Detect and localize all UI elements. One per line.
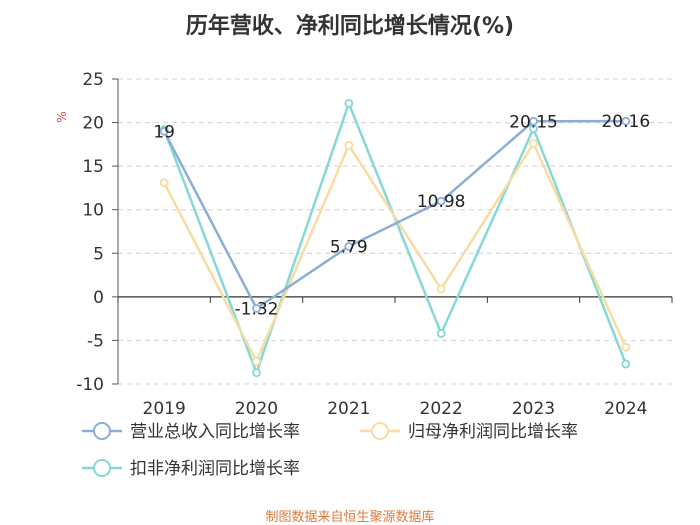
series-1-point bbox=[159, 126, 169, 136]
x-tick-label-2023: 2023 bbox=[512, 399, 555, 419]
legend-item-2: 归母净利润同比增长率 bbox=[360, 422, 578, 442]
y-tick-label: -5 bbox=[87, 331, 104, 351]
series-1-point bbox=[529, 116, 538, 126]
legend-item-3: 扣非净利润同比增长率 bbox=[82, 459, 300, 479]
series-3-point bbox=[344, 99, 354, 108]
series-1-point bbox=[621, 116, 631, 126]
series-2-point bbox=[344, 140, 354, 150]
series-2-point bbox=[621, 342, 631, 352]
x-tick-label-2024: 2024 bbox=[604, 399, 647, 419]
series-3-point bbox=[252, 368, 261, 378]
series-lines bbox=[159, 99, 631, 378]
data-label: -1.32 bbox=[235, 299, 279, 319]
data-label: 10.98 bbox=[417, 192, 466, 212]
series-line-2 bbox=[163, 142, 627, 363]
y-tick-label: 20 bbox=[82, 114, 104, 134]
y-tick-label: -10 bbox=[76, 375, 104, 395]
series-2-point bbox=[436, 284, 446, 294]
legend-marker bbox=[93, 422, 111, 440]
legend-marker bbox=[371, 422, 389, 440]
x-tick-label-2020: 2020 bbox=[235, 399, 278, 419]
y-axis-unit-label: % bbox=[55, 111, 69, 122]
y-tick-label: 10 bbox=[82, 201, 104, 221]
series-line-3 bbox=[162, 102, 627, 374]
legend-item-1: 营业总收入同比增长率 bbox=[82, 422, 300, 442]
y-tick-label: 0 bbox=[93, 288, 104, 308]
chart-title: 历年营收、净利同比增长情况(%) bbox=[185, 14, 515, 39]
legend-marker bbox=[93, 459, 111, 477]
x-tick-label-2019: 2019 bbox=[143, 399, 186, 419]
data-label: 20.15 bbox=[509, 112, 558, 132]
series-2-point bbox=[252, 356, 261, 366]
y-tick-label: 25 bbox=[82, 70, 104, 90]
series-2-point bbox=[529, 139, 538, 148]
series-line-1 bbox=[163, 119, 626, 310]
series-1-point bbox=[344, 242, 354, 251]
series-3-point bbox=[436, 329, 446, 338]
legend-label: 扣非净利润同比增长率 bbox=[130, 459, 300, 479]
data-label: 20.16 bbox=[601, 112, 650, 132]
x-tick-label-2022: 2022 bbox=[420, 399, 463, 419]
source-note: 制图数据来自恒生聚源数据库 bbox=[265, 510, 435, 525]
x-tick-label-2021: 2021 bbox=[327, 399, 370, 419]
legend-label: 归母净利润同比增长率 bbox=[408, 422, 578, 442]
legend-label: 营业总收入同比增长率 bbox=[130, 422, 300, 442]
data-label: 5.79 bbox=[330, 237, 368, 257]
series-3-point bbox=[621, 359, 631, 369]
data-label: 19 bbox=[153, 122, 175, 142]
series-1-point bbox=[436, 196, 446, 206]
series-2-point bbox=[159, 178, 169, 188]
axes: 25 20 15 10 5 0 -5 -10 2019 2020 2021 2022 2023 2024 bbox=[76, 70, 673, 419]
grid-lines bbox=[118, 78, 672, 385]
y-tick-label: 15 bbox=[82, 157, 104, 177]
series-1-point bbox=[252, 303, 261, 313]
y-tick-label: 5 bbox=[93, 244, 104, 264]
data-labels: 19 -1.32 5.79 10.98 20.15 20.16 bbox=[153, 112, 650, 319]
